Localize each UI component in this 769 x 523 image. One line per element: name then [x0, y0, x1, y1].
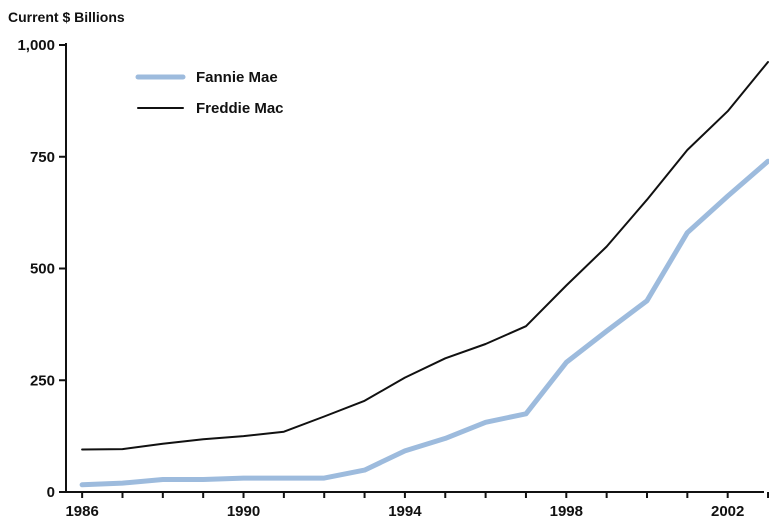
series-line-fannie-mae: [79, 158, 769, 488]
series-layer: [79, 61, 769, 488]
axes: 0 250 500 750 1,000 1986 1990 1994 1998 2002: [17, 37, 769, 520]
legend-label: Fannie Mae: [196, 69, 278, 86]
y-tick-label: 500: [30, 261, 55, 278]
x-tick-label: 1998: [550, 503, 583, 520]
y-tick-label: 0: [47, 484, 55, 501]
y-unit-label: Current $ Billions: [8, 9, 125, 25]
x-tick-label: 1994: [388, 503, 422, 520]
legend: Fannie Mae Freddie Mac: [135, 69, 284, 117]
y-tick-label: 1,000: [17, 37, 55, 54]
legend-label: Freddie Mac: [196, 100, 284, 117]
y-tick-label: 750: [30, 149, 55, 166]
y-tick-label: 250: [30, 372, 55, 389]
x-tick-label: 1986: [65, 503, 98, 520]
series-line-freddie-mac: [81, 61, 769, 451]
x-tick-label: 2002: [711, 503, 744, 520]
x-tick-label: 1990: [227, 503, 260, 520]
